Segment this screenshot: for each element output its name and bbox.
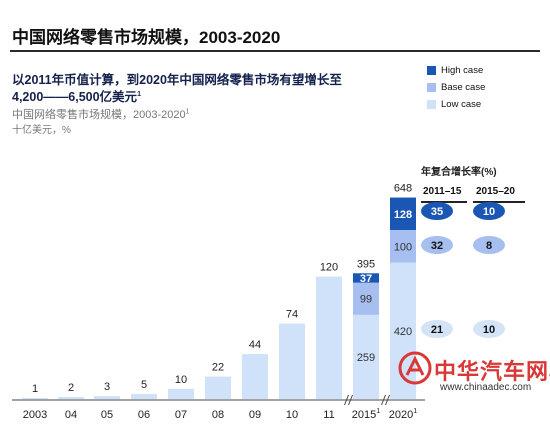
bar-segment-low-case [316, 276, 342, 399]
x-tick-label: 20201 [389, 408, 417, 421]
watermark-url: www.chinaadec.com [440, 382, 532, 393]
cagr-title: 年复合增长率(%) [421, 167, 497, 178]
chart-unit-label: 十亿美元，% [12, 125, 71, 136]
legend-swatch-base [427, 83, 436, 92]
bar-total-label: 22 [212, 362, 224, 374]
legend-label-low: Low case [441, 99, 482, 110]
cagr-oval [421, 236, 453, 254]
headline-line-2: 4,200——6,500亿美元1 [12, 86, 141, 105]
bar-segment-low-case [94, 395, 120, 399]
chart-subtitle-footnote-marker: 1 [185, 108, 190, 116]
bar-total-label: 2 [68, 382, 74, 394]
cagr-value: 32 [431, 240, 443, 252]
bar-total-label: 74 [286, 309, 298, 321]
bar-total-label: 10 [175, 374, 187, 386]
chart-subtitle-text: 中国网络零售市场规模，2003-2020 [12, 109, 186, 121]
legend-item-high: High case [427, 65, 484, 76]
axis-break-mark [348, 394, 353, 406]
cagr-oval [473, 236, 505, 254]
bar-segment-high-case [390, 197, 416, 230]
title-divider [10, 50, 540, 52]
legend-swatch-low [427, 100, 436, 109]
headline-line-1: 以2011年币值计算，到2020年中国网络零售市场有望增长至 [12, 73, 342, 87]
bar-total-label: 5 [141, 379, 147, 391]
segment-value-label: 420 [394, 326, 412, 338]
bar-segment-low-case [22, 397, 48, 399]
cagr-column-header-2: 2015–20 [476, 186, 515, 197]
x-tick-label: 08 [212, 409, 224, 421]
watermark-logo-icon [398, 351, 432, 385]
watermark-text: 中华汽车网校 [434, 359, 550, 384]
bars-layer: 1 2 3 5 10 22 44 74 120 259 99 37 395 420 100 128 648 [22, 183, 416, 399]
legend-item-base: Base case [427, 82, 486, 93]
segment-value-label: 99 [360, 294, 372, 306]
segment-value-label: 259 [357, 352, 375, 364]
page-title: 中国网络零售市场规模，2003-2020 [12, 28, 281, 47]
bar-segment-low-case [205, 376, 231, 399]
x-tick-label: 2003 [23, 409, 47, 421]
cagr-value: 10 [483, 206, 495, 218]
legend-item-low: Low case [427, 99, 482, 110]
cagr-value: 10 [483, 324, 495, 336]
x-tick-label: 11 [323, 409, 334, 421]
cagr-oval [421, 320, 453, 338]
cagr-oval [473, 320, 505, 338]
bar-segment-base-case [353, 282, 379, 315]
x-tick-label: 10 [286, 409, 298, 421]
bar-segment-low-case [242, 354, 268, 399]
bar-total-label: 395 [357, 258, 375, 270]
bar-segment-base-case [390, 230, 416, 263]
x-tick-label: 04 [65, 409, 77, 421]
cagr-header-underline-2 [473, 201, 525, 203]
x-axis: 2003 04 05 06 07 08 09 10 11 20151 20201 [12, 394, 425, 421]
cagr-table: 35 10 32 8 21 10 [421, 202, 505, 338]
x-tick-label: 07 [175, 409, 187, 421]
chart-subtitle: 中国网络零售市场规模，2003-20201 [12, 106, 190, 122]
legend-swatch-high [427, 66, 436, 75]
segment-value-label: 37 [360, 273, 372, 285]
bar-total-label: 3 [104, 381, 110, 393]
cagr-value: 35 [431, 206, 443, 218]
bar-total-label: 44 [249, 339, 261, 351]
headline-line-2-text: 4,200——6,500亿美元 [12, 90, 138, 104]
bar-total-label: 648 [394, 183, 412, 195]
cagr-value: 21 [431, 324, 443, 336]
legend-label-high: High case [441, 65, 484, 76]
cagr-oval [473, 202, 505, 220]
segment-value-label: 128 [394, 209, 412, 221]
bar-segment-low-case [168, 388, 194, 399]
bar-segment-high-case [353, 273, 379, 283]
axis-break-mark [385, 394, 390, 406]
axis-break-mark [381, 394, 386, 406]
cagr-column-header-1: 2011–15 [423, 186, 462, 197]
x-tick-label: 20151 [352, 408, 380, 421]
x-tick-label: 05 [101, 409, 113, 421]
x-tick-label: 06 [138, 409, 150, 421]
bar-segment-low-case [353, 314, 379, 399]
x-tick-label: 09 [249, 409, 261, 421]
headline-footnote-marker: 1 [137, 90, 141, 98]
segment-value-label: 100 [394, 241, 412, 253]
legend-label-base: Base case [441, 82, 486, 93]
axis-break-mark [344, 394, 349, 406]
cagr-value: 8 [486, 240, 492, 252]
bar-segment-low-case [279, 323, 305, 399]
bar-segment-low-case [131, 393, 157, 399]
cagr-header-underline-1 [421, 201, 467, 203]
bar-total-label: 1 [32, 383, 38, 395]
bar-segment-low-case [58, 396, 84, 399]
cagr-oval [421, 202, 453, 220]
bar-total-label: 120 [320, 262, 338, 274]
